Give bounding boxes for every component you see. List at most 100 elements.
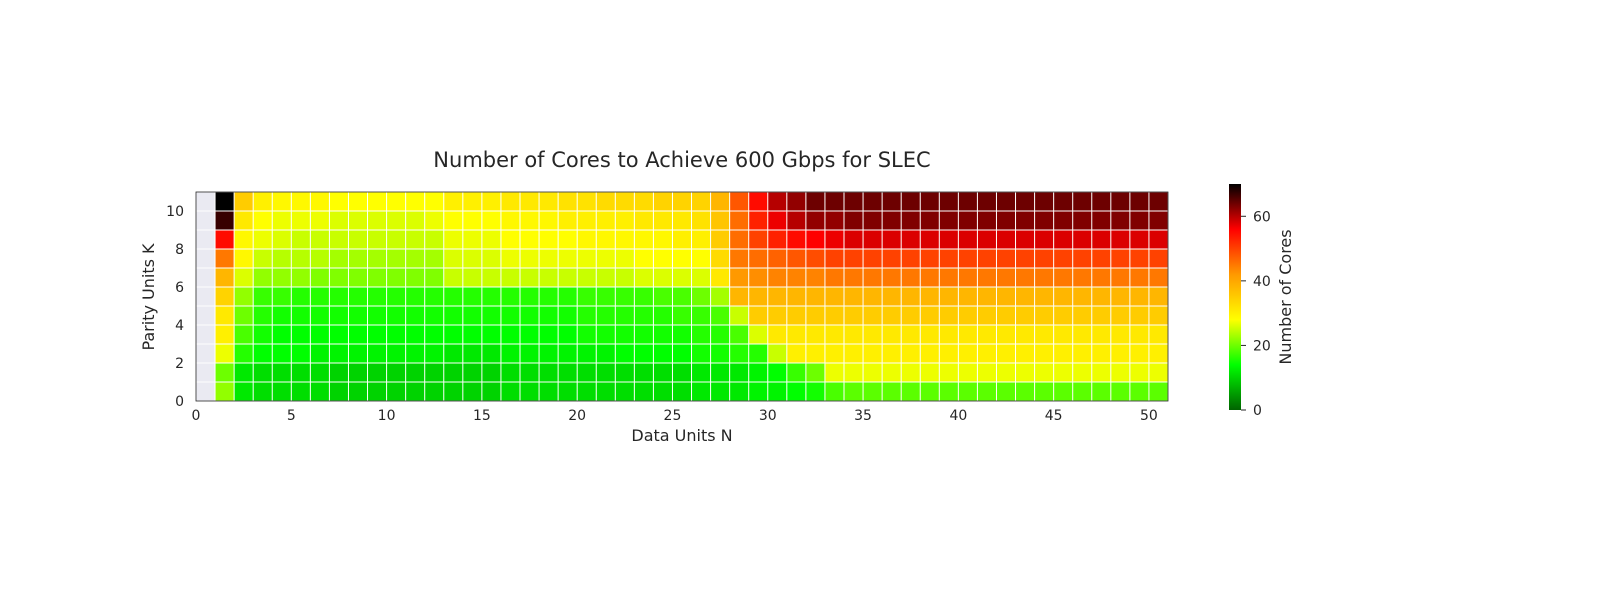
heatmap-cell — [1053, 306, 1073, 325]
heatmap-cell — [405, 268, 425, 287]
heatmap-cell — [481, 363, 501, 382]
heatmap-cell — [710, 268, 730, 287]
heatmap-cell — [672, 287, 692, 306]
x-tick-label: 35 — [854, 408, 872, 424]
heatmap-cell — [443, 192, 463, 211]
heatmap-cell — [443, 382, 463, 401]
heatmap-cell — [958, 306, 978, 325]
heatmap-cell — [653, 268, 673, 287]
heatmap-cell — [481, 230, 501, 249]
heatmap-cell — [1015, 363, 1035, 382]
heatmap-cell — [767, 268, 787, 287]
heatmap-cell — [786, 230, 806, 249]
heatmap-cell — [386, 344, 406, 363]
heatmap-cell — [1015, 230, 1035, 249]
heatmap-cell — [462, 382, 482, 401]
heatmap-cell — [710, 192, 730, 211]
heatmap-cell — [386, 230, 406, 249]
colorbar-label: Number of Cores — [1276, 229, 1295, 364]
heatmap-cell — [1110, 249, 1130, 268]
heatmap-cell — [367, 344, 387, 363]
heatmap-cell — [729, 287, 749, 306]
heatmap-cell — [844, 325, 864, 344]
heatmap-cell — [844, 306, 864, 325]
heatmap-cell — [539, 287, 559, 306]
heatmap-cell — [882, 363, 902, 382]
heatmap-cell — [710, 325, 730, 344]
heatmap-cell — [824, 363, 844, 382]
heatmap-cell — [367, 268, 387, 287]
y-tick-label: 6 — [175, 280, 184, 296]
heatmap-cell — [1034, 344, 1054, 363]
heatmap-cell — [977, 211, 997, 230]
heatmap-cell — [291, 211, 311, 230]
heatmap-cell — [844, 344, 864, 363]
heatmap-cell — [1110, 306, 1130, 325]
heatmap-cell — [291, 230, 311, 249]
heatmap-cell — [1110, 382, 1130, 401]
heatmap-cell — [691, 192, 711, 211]
heatmap-cell — [348, 306, 368, 325]
heatmap-cell — [729, 344, 749, 363]
heatmap-cell — [577, 249, 597, 268]
x-tick-label: 50 — [1140, 408, 1158, 424]
heatmap-cell — [786, 211, 806, 230]
heatmap-cell — [958, 287, 978, 306]
heatmap-cell — [844, 230, 864, 249]
heatmap-cell — [805, 382, 825, 401]
heatmap-cell — [729, 382, 749, 401]
heatmap-cell — [253, 325, 273, 344]
x-tick-label: 30 — [759, 408, 777, 424]
heatmap-cell — [596, 249, 616, 268]
heatmap-cell — [939, 287, 959, 306]
heatmap-cell — [672, 230, 692, 249]
heatmap-cell — [405, 344, 425, 363]
x-tick-label: 45 — [1045, 408, 1063, 424]
heatmap-cell — [272, 325, 292, 344]
heatmap-cell — [729, 325, 749, 344]
heatmap-cell — [805, 344, 825, 363]
heatmap-cell — [596, 287, 616, 306]
heatmap-cell — [348, 230, 368, 249]
heatmap-cell — [1148, 268, 1168, 287]
heatmap-cell — [748, 230, 768, 249]
heatmap-cell — [920, 249, 940, 268]
heatmap-cell — [824, 230, 844, 249]
heatmap-cell — [386, 249, 406, 268]
heatmap-cell — [329, 382, 349, 401]
heatmap-cell — [367, 287, 387, 306]
heatmap-cell — [329, 211, 349, 230]
heatmap-cell — [844, 382, 864, 401]
heatmap-cell — [462, 268, 482, 287]
heatmap-cell — [1110, 363, 1130, 382]
y-axis: 0 2 4 6 8 10 — [166, 204, 184, 410]
heatmap-cell — [920, 192, 940, 211]
heatmap-cell — [481, 344, 501, 363]
heatmap-cell — [215, 344, 235, 363]
heatmap-cell — [558, 192, 578, 211]
heatmap-cell — [710, 363, 730, 382]
heatmap-cell — [272, 192, 292, 211]
heatmap-cell — [596, 211, 616, 230]
heatmap-cell — [786, 363, 806, 382]
heatmap-cell — [310, 192, 330, 211]
heatmap-cell — [615, 306, 635, 325]
heatmap-cell — [596, 363, 616, 382]
heatmap-cell — [539, 211, 559, 230]
heatmap-cell — [596, 192, 616, 211]
heatmap-cell — [577, 192, 597, 211]
heatmap-cell — [596, 325, 616, 344]
heatmap-cell — [958, 268, 978, 287]
heatmap-cell — [805, 268, 825, 287]
heatmap-cell — [520, 268, 540, 287]
heatmap-cell — [958, 382, 978, 401]
heatmap-cell — [291, 325, 311, 344]
heatmap-cell — [558, 249, 578, 268]
heatmap-cell — [1053, 211, 1073, 230]
heatmap-cell — [634, 344, 654, 363]
heatmap-cell — [520, 249, 540, 268]
heatmap-cell — [500, 344, 520, 363]
heatmap-cell — [348, 287, 368, 306]
heatmap-cell — [691, 249, 711, 268]
heatmap-cell — [1110, 325, 1130, 344]
